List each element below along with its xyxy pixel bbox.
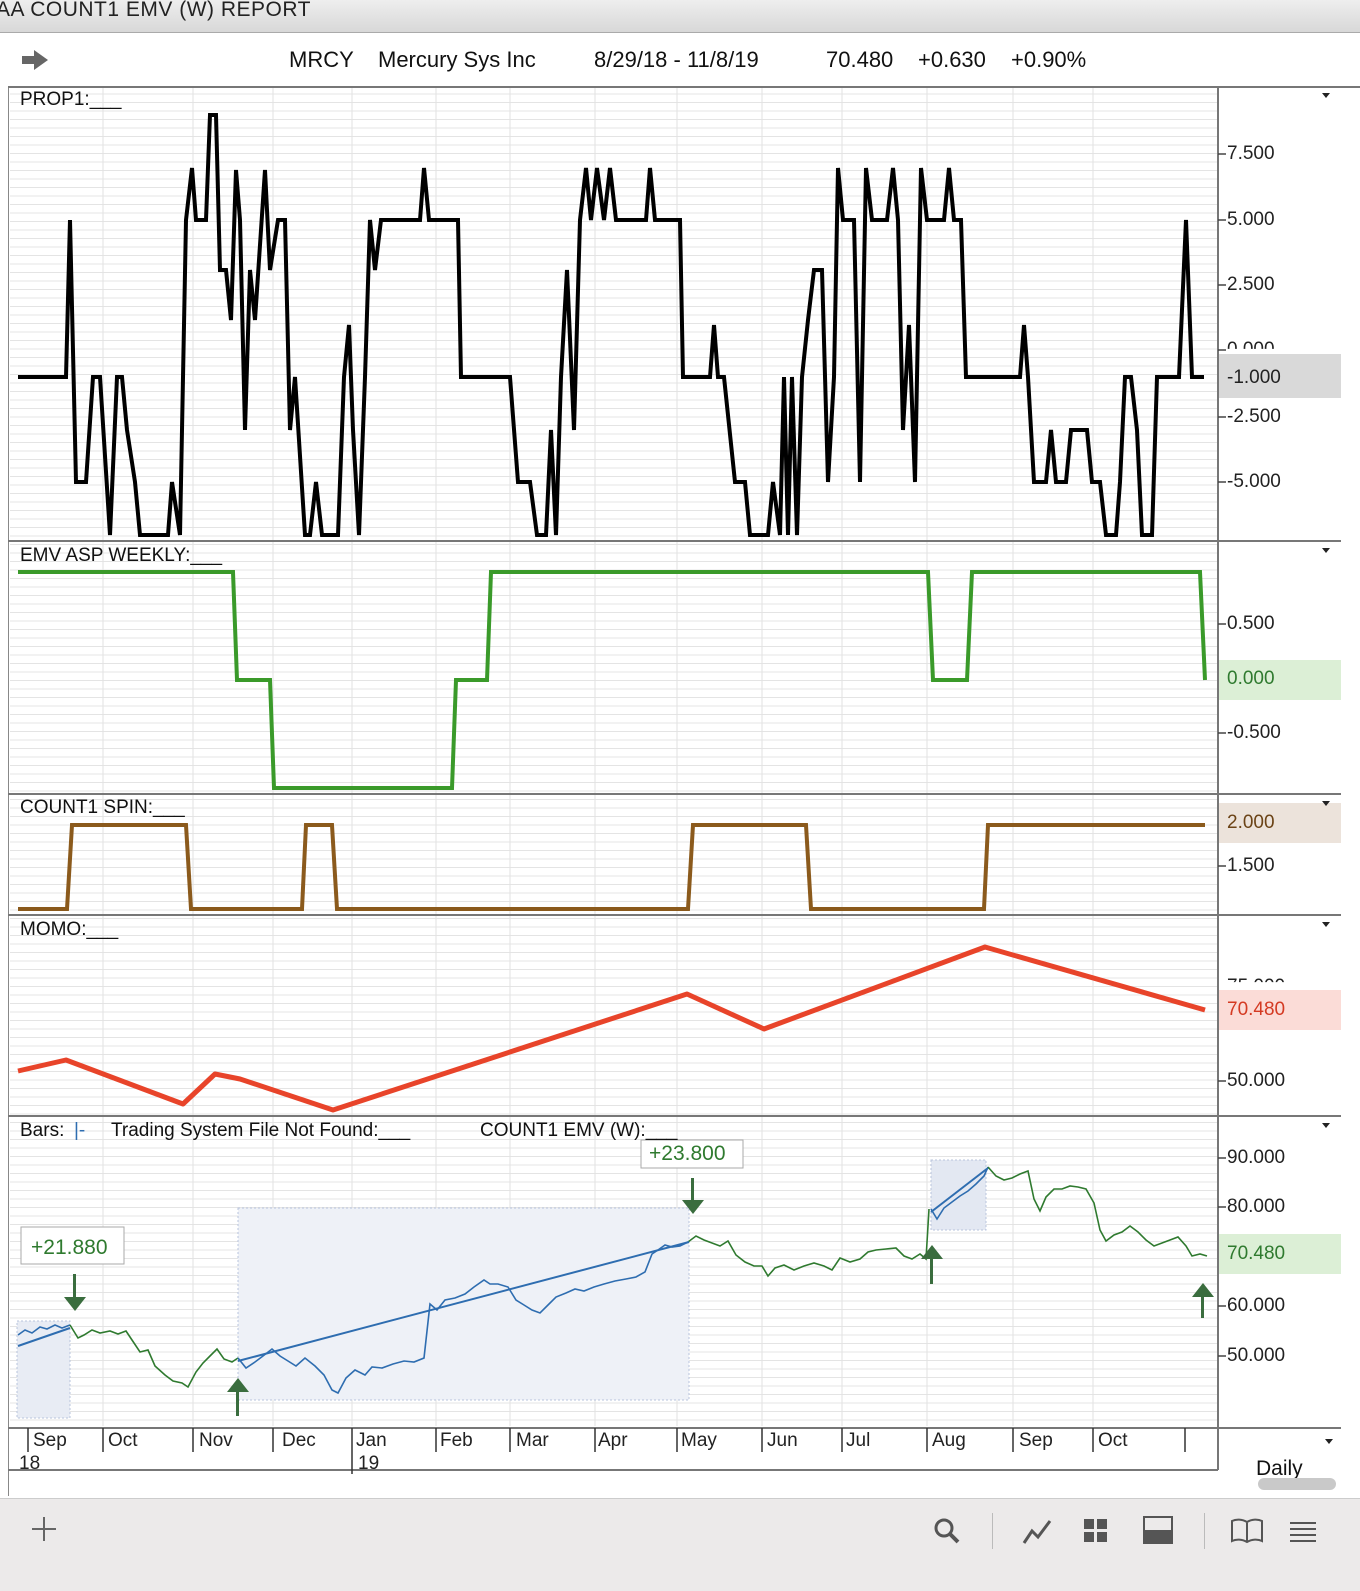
- month-label: Apr: [598, 1430, 628, 1451]
- count1-current: 2.000: [1227, 812, 1275, 833]
- month-label: Dec: [282, 1430, 316, 1451]
- company-name: Mercury Sys Inc: [378, 47, 536, 72]
- buy-arrow-icon[interactable]: [921, 1245, 943, 1284]
- year-label: 19: [358, 1453, 380, 1474]
- price-series-green2[interactable]: [687, 1208, 930, 1278]
- prop1-label[interactable]: PROP1:___: [20, 89, 122, 110]
- emv-tick: 0.500: [1227, 613, 1275, 634]
- month-label: Nov: [199, 1430, 233, 1451]
- axis-current-markers: [1219, 354, 1341, 1274]
- last-price: 70.480: [826, 47, 894, 72]
- emv-series[interactable]: [18, 570, 1207, 790]
- month-label: Jul: [846, 1430, 871, 1451]
- price-series-green1[interactable]: [69, 1324, 239, 1389]
- price-change-pct: +0.90%: [1011, 47, 1087, 72]
- price-tick: 60.000: [1227, 1295, 1286, 1316]
- momo-label[interactable]: MOMO:___: [20, 919, 119, 940]
- price-series-green3[interactable]: [987, 1166, 1208, 1257]
- month-label: Feb: [440, 1430, 473, 1451]
- trade-arrows[interactable]: [64, 1178, 1214, 1416]
- chart-window: [8, 34, 1360, 1496]
- time-axis-ticks: [27, 1428, 1186, 1474]
- month-label: Mar: [516, 1430, 549, 1451]
- month-label: Aug: [932, 1430, 966, 1451]
- book-icon[interactable]: [1230, 1517, 1264, 1545]
- prop1-tick: 2.500: [1227, 274, 1275, 295]
- trade-label-1: +21.880: [20, 1226, 125, 1265]
- panel-menu-triangles[interactable]: [1322, 93, 1333, 1444]
- chart-canvas[interactable]: +21.880 +23.800: [0, 0, 1360, 1500]
- prop1-tick: -2.500: [1227, 406, 1281, 427]
- emv-current: 0.000: [1227, 668, 1275, 689]
- price-tick: 90.000: [1227, 1147, 1286, 1168]
- price-series-trade2[interactable]: [237, 1241, 689, 1395]
- grid-icon[interactable]: [1082, 1517, 1110, 1545]
- month-label: Sep: [33, 1430, 67, 1451]
- month-label: Oct: [1098, 1430, 1128, 1451]
- window-title-bar: AA COUNT1 EMV (W) REPORT: [0, 0, 1360, 33]
- symbol: MRCY: [289, 47, 354, 72]
- emv-tick: -0.500: [1227, 722, 1281, 743]
- momo-tick: 50.000: [1227, 1070, 1286, 1091]
- symbol-header: MRCY Mercury Sys Inc 8/29/18 - 11/8/19 7…: [8, 34, 1360, 88]
- price-tick: 80.000: [1227, 1196, 1286, 1217]
- axis-ticks: [1218, 153, 1226, 1357]
- price-change: +0.630: [918, 47, 986, 72]
- trade-regions: [16, 1159, 987, 1419]
- forward-arrow-icon[interactable]: [20, 48, 50, 72]
- panel-separators[interactable]: [8, 86, 1341, 1471]
- month-label: Oct: [108, 1430, 138, 1451]
- count1-label[interactable]: COUNT1 SPIN:___: [20, 797, 185, 818]
- prop1-current: -1.000: [1227, 367, 1281, 388]
- bars-style[interactable]: |-: [74, 1120, 86, 1141]
- month-label: Jun: [767, 1430, 798, 1451]
- month-label: Jan: [356, 1430, 387, 1451]
- toolbar-divider: [1204, 1513, 1205, 1549]
- interval-selector[interactable]: Daily: [1256, 1457, 1303, 1480]
- buy-arrow-icon[interactable]: [1192, 1283, 1214, 1318]
- momo-series[interactable]: [17, 944, 1206, 1113]
- bars-label[interactable]: Bars:: [20, 1120, 65, 1141]
- chart-line-icon[interactable]: [1022, 1517, 1054, 1545]
- search-icon[interactable]: [933, 1517, 961, 1545]
- month-label: Sep: [1019, 1430, 1053, 1451]
- layout-icon[interactable]: [1142, 1515, 1174, 1545]
- prop1-tick: 0.000: [1227, 339, 1275, 360]
- bottom-toolbar: [0, 1498, 1360, 1591]
- momo-tick: 75.000: [1227, 976, 1286, 997]
- count1-tick: 1.500: [1227, 855, 1275, 876]
- price-series-trade3[interactable]: [930, 1166, 989, 1221]
- momo-current: 70.480: [1227, 999, 1286, 1020]
- prop1-tick: 5.000: [1227, 209, 1275, 230]
- month-label: May: [681, 1430, 717, 1451]
- count1-series[interactable]: [18, 823, 1205, 911]
- add-icon[interactable]: [30, 1515, 58, 1543]
- date-range: 8/29/18 - 11/8/19: [594, 47, 759, 72]
- prop1-series[interactable]: [18, 113, 1204, 537]
- buy-arrow-icon[interactable]: [227, 1378, 249, 1416]
- prop1-tick: -5.000: [1227, 471, 1281, 492]
- list-icon[interactable]: [1288, 1517, 1318, 1545]
- price-tick: 50.000: [1227, 1345, 1286, 1366]
- trade-trendlines: [17, 1167, 989, 1362]
- price-series-trade1[interactable]: [17, 1324, 71, 1336]
- price-current: 70.480: [1227, 1243, 1286, 1264]
- trading-system-label[interactable]: Trading System File Not Found:___: [111, 1120, 411, 1141]
- toolbar-divider: [992, 1513, 993, 1549]
- horizontal-scrollbar[interactable]: [1258, 1478, 1336, 1490]
- svg-text:+21.880: +21.880: [31, 1236, 108, 1259]
- svg-text:+23.800: +23.800: [649, 1142, 726, 1165]
- sell-arrow-icon[interactable]: [64, 1274, 86, 1311]
- emv-label[interactable]: EMV ASP WEEKLY:___: [20, 545, 223, 566]
- prop1-tick: 7.500: [1227, 143, 1275, 164]
- window-title: AA COUNT1 EMV (W) REPORT: [0, 0, 311, 21]
- count1-emv-label[interactable]: COUNT1 EMV (W):___: [480, 1120, 678, 1141]
- sell-arrow-icon[interactable]: [682, 1178, 704, 1214]
- year-label: 18: [19, 1453, 41, 1474]
- trade-label-2: +23.800: [640, 1139, 744, 1169]
